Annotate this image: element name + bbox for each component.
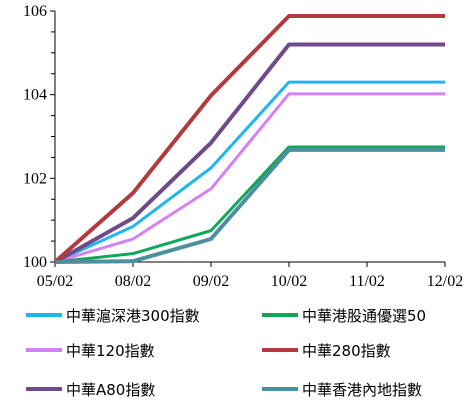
y-tick-label: 106	[23, 3, 47, 20]
tick-labels: 100 102 104 106 05/02 08/02 09/02 10/02 11/02 12/…	[23, 3, 463, 290]
x-tick-label: 12/02	[427, 273, 463, 290]
x-tick-label: 05/02	[37, 273, 73, 290]
x-tick-label: 10/02	[271, 273, 307, 290]
series-line	[54, 147, 445, 264]
y-tick-label: 100	[23, 254, 47, 271]
axes	[50, 10, 446, 267]
series-line	[54, 92, 445, 264]
series-line	[54, 145, 445, 264]
series-lines	[53, 14, 445, 264]
y-tick-label: 102	[23, 170, 47, 187]
y-tick-label: 104	[23, 87, 47, 104]
x-tick-label: 08/02	[115, 273, 151, 290]
series-line	[54, 42, 445, 264]
x-tick-label: 09/02	[193, 273, 229, 290]
series-line	[53, 14, 445, 264]
x-tick-label: 11/02	[349, 273, 385, 290]
series-line	[54, 80, 445, 264]
